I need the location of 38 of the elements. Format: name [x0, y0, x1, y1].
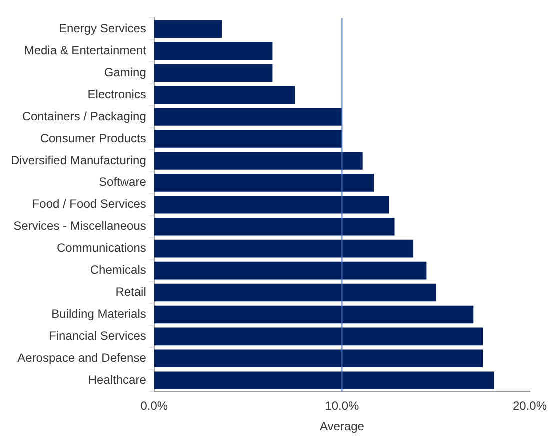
- bar: [154, 174, 374, 192]
- y-tick-label: Retail: [116, 285, 146, 300]
- bar: [154, 152, 363, 170]
- y-tick-label: Food / Food Services: [32, 197, 146, 212]
- x-tick-label: 0.0%: [140, 399, 168, 414]
- bar: [154, 130, 342, 148]
- y-tick-label: Containers / Packaging: [22, 109, 146, 124]
- ref-line-label: Average: [320, 419, 365, 434]
- bar: [154, 328, 484, 346]
- bar: [154, 108, 342, 126]
- y-tick-label: Energy Services: [59, 21, 146, 36]
- y-tick-label: Diversified Manufacturing: [10, 153, 146, 168]
- bar: [154, 42, 273, 60]
- x-tick-label: 20.0%: [512, 399, 548, 414]
- bar: [154, 350, 484, 368]
- y-tick-label: Healthcare: [88, 372, 147, 387]
- y-tick-label: Electronics: [88, 87, 146, 102]
- y-tick-label: Financial Services: [49, 329, 146, 343]
- y-tick-label: Chemicals: [90, 263, 146, 278]
- bar: [154, 196, 390, 214]
- bar: [154, 262, 427, 280]
- bar: [154, 218, 395, 236]
- bar: [154, 64, 273, 82]
- y-tick-label: Consumer Products: [40, 131, 146, 146]
- bar: [154, 306, 474, 324]
- bar: [154, 20, 222, 38]
- bar: [154, 86, 296, 104]
- bar: [154, 240, 414, 258]
- y-tick-label: Software: [99, 175, 147, 190]
- bar: [154, 372, 494, 390]
- y-tick-label: Building Materials: [52, 307, 146, 322]
- y-tick-label: Media & Entertainment: [24, 43, 148, 58]
- x-tick-label: 10.0%: [325, 399, 360, 414]
- y-tick-label: Services - Miscellaneous: [14, 219, 146, 234]
- y-tick-label: Gaming: [104, 65, 146, 80]
- y-tick-label: Communications: [57, 241, 146, 256]
- y-tick-label: Aerospace and Defense: [18, 350, 147, 365]
- bar: [154, 284, 436, 302]
